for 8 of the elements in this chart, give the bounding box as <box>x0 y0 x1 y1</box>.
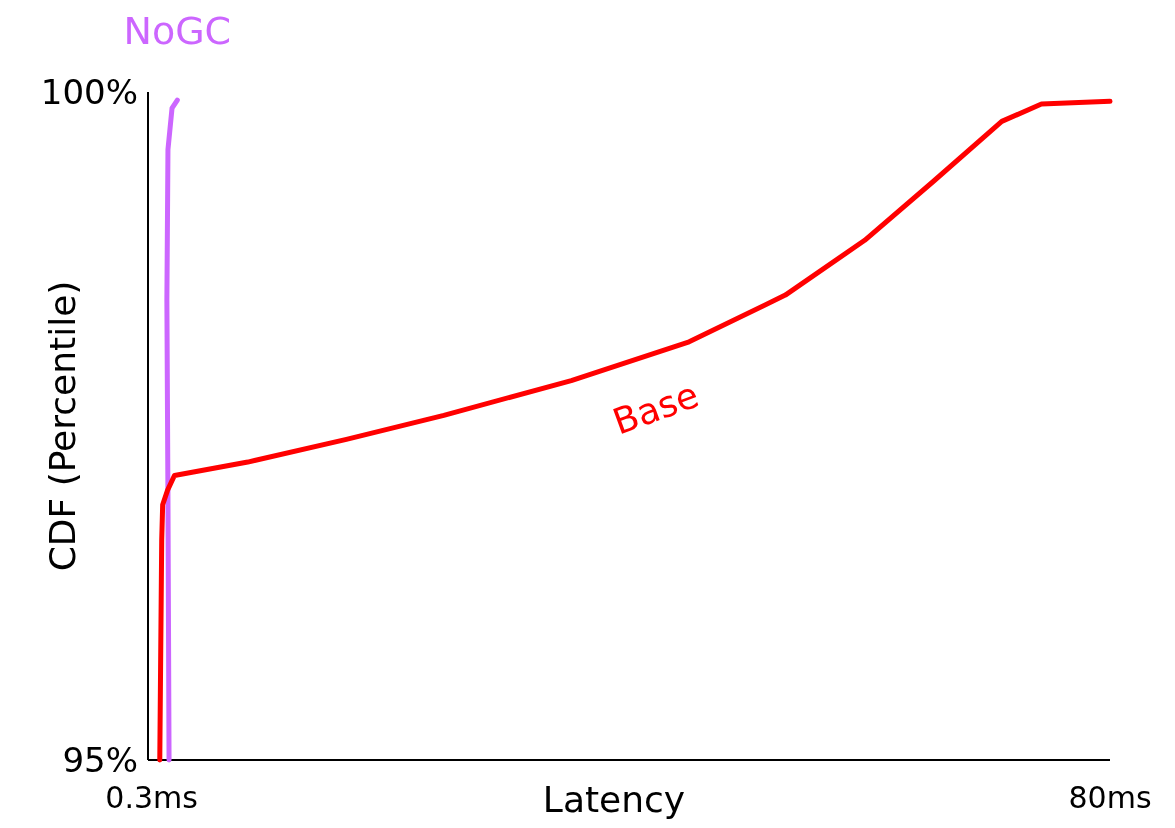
y-tick-label: 100% <box>40 72 138 113</box>
series-label: NoGC <box>123 9 232 53</box>
x-axis-title: Latency <box>542 779 686 820</box>
y-tick-label: 95% <box>62 740 138 781</box>
x-tick-label: 0.3ms <box>105 780 198 815</box>
y-axis-title: CDF (Percentile) <box>41 280 83 572</box>
x-tick-label: 80ms <box>1068 780 1152 815</box>
text: Base <box>607 374 704 443</box>
